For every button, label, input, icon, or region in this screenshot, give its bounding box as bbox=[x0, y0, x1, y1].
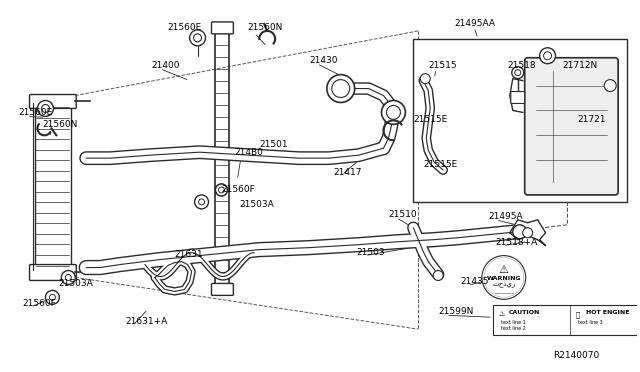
Text: 21515E: 21515E bbox=[423, 160, 458, 169]
Text: HOT ENGINE: HOT ENGINE bbox=[586, 310, 629, 315]
FancyBboxPatch shape bbox=[29, 94, 76, 109]
FancyBboxPatch shape bbox=[29, 264, 76, 280]
Bar bbox=[35, 103, 71, 270]
Text: 21560E: 21560E bbox=[168, 23, 202, 32]
Circle shape bbox=[218, 187, 225, 193]
Text: 21495A: 21495A bbox=[488, 212, 522, 221]
Circle shape bbox=[45, 291, 60, 304]
Text: 21560N: 21560N bbox=[247, 23, 283, 32]
Text: 21560F: 21560F bbox=[22, 299, 56, 308]
Text: text line 3: text line 3 bbox=[578, 320, 603, 325]
Circle shape bbox=[216, 184, 227, 196]
Text: 21515E: 21515E bbox=[413, 115, 447, 124]
Circle shape bbox=[49, 294, 56, 300]
Bar bbox=[413, 39, 627, 202]
Text: R2140070: R2140070 bbox=[554, 351, 600, 360]
Text: 21501: 21501 bbox=[259, 140, 288, 149]
Circle shape bbox=[65, 275, 71, 280]
Bar bbox=[493, 305, 640, 335]
FancyBboxPatch shape bbox=[511, 92, 525, 103]
Circle shape bbox=[420, 74, 430, 84]
Text: 21495AA: 21495AA bbox=[454, 19, 495, 28]
Text: 21721: 21721 bbox=[577, 115, 606, 124]
Text: 21430: 21430 bbox=[309, 56, 337, 65]
Circle shape bbox=[189, 30, 205, 46]
Text: 21518: 21518 bbox=[508, 61, 536, 70]
Text: 21560E: 21560E bbox=[19, 109, 53, 118]
FancyBboxPatch shape bbox=[211, 283, 234, 295]
Text: CAUTION: CAUTION bbox=[509, 310, 540, 315]
Circle shape bbox=[42, 105, 49, 112]
Text: 21560F: 21560F bbox=[221, 185, 255, 194]
Text: 21510: 21510 bbox=[388, 210, 417, 219]
Text: 21400: 21400 bbox=[152, 61, 180, 70]
Circle shape bbox=[512, 67, 524, 78]
Circle shape bbox=[484, 257, 524, 297]
Circle shape bbox=[513, 225, 527, 239]
Text: 21503: 21503 bbox=[356, 248, 385, 257]
Polygon shape bbox=[510, 220, 545, 246]
Text: text line 1: text line 1 bbox=[501, 320, 525, 325]
Circle shape bbox=[327, 75, 355, 102]
Circle shape bbox=[38, 100, 53, 116]
Circle shape bbox=[218, 187, 225, 193]
Text: 21515: 21515 bbox=[428, 61, 457, 70]
Text: تحذير: تحذير bbox=[492, 282, 515, 288]
Circle shape bbox=[381, 100, 405, 124]
Text: 21560N: 21560N bbox=[42, 121, 78, 129]
Circle shape bbox=[604, 80, 616, 92]
Circle shape bbox=[332, 80, 349, 97]
Circle shape bbox=[198, 199, 205, 205]
Circle shape bbox=[540, 48, 556, 64]
Text: 21503A: 21503A bbox=[58, 279, 93, 288]
Text: 214B0: 214B0 bbox=[234, 148, 263, 157]
Text: 21435: 21435 bbox=[460, 278, 488, 286]
Text: ________: ________ bbox=[494, 289, 514, 294]
FancyBboxPatch shape bbox=[211, 22, 234, 34]
Circle shape bbox=[433, 270, 443, 280]
Text: WARNING: WARNING bbox=[486, 276, 521, 281]
Circle shape bbox=[195, 195, 209, 209]
Text: 21503A: 21503A bbox=[239, 200, 274, 209]
Circle shape bbox=[543, 52, 552, 60]
Text: 21599N: 21599N bbox=[438, 307, 474, 316]
Text: 🔥: 🔥 bbox=[576, 311, 580, 318]
Text: 21631: 21631 bbox=[175, 250, 204, 259]
Text: 21417: 21417 bbox=[334, 168, 362, 177]
Text: 21712N: 21712N bbox=[563, 61, 598, 70]
Circle shape bbox=[216, 184, 227, 196]
FancyBboxPatch shape bbox=[525, 58, 618, 195]
Circle shape bbox=[515, 70, 521, 76]
Text: ⚠: ⚠ bbox=[499, 264, 509, 275]
Text: text line 2: text line 2 bbox=[501, 326, 525, 331]
Text: 21631+A: 21631+A bbox=[125, 317, 167, 326]
Circle shape bbox=[387, 105, 401, 119]
Circle shape bbox=[193, 34, 202, 42]
Circle shape bbox=[482, 256, 525, 299]
Circle shape bbox=[61, 270, 76, 285]
Text: 21518+A: 21518+A bbox=[495, 238, 537, 247]
Text: ⚠: ⚠ bbox=[499, 311, 505, 317]
Circle shape bbox=[523, 228, 532, 238]
